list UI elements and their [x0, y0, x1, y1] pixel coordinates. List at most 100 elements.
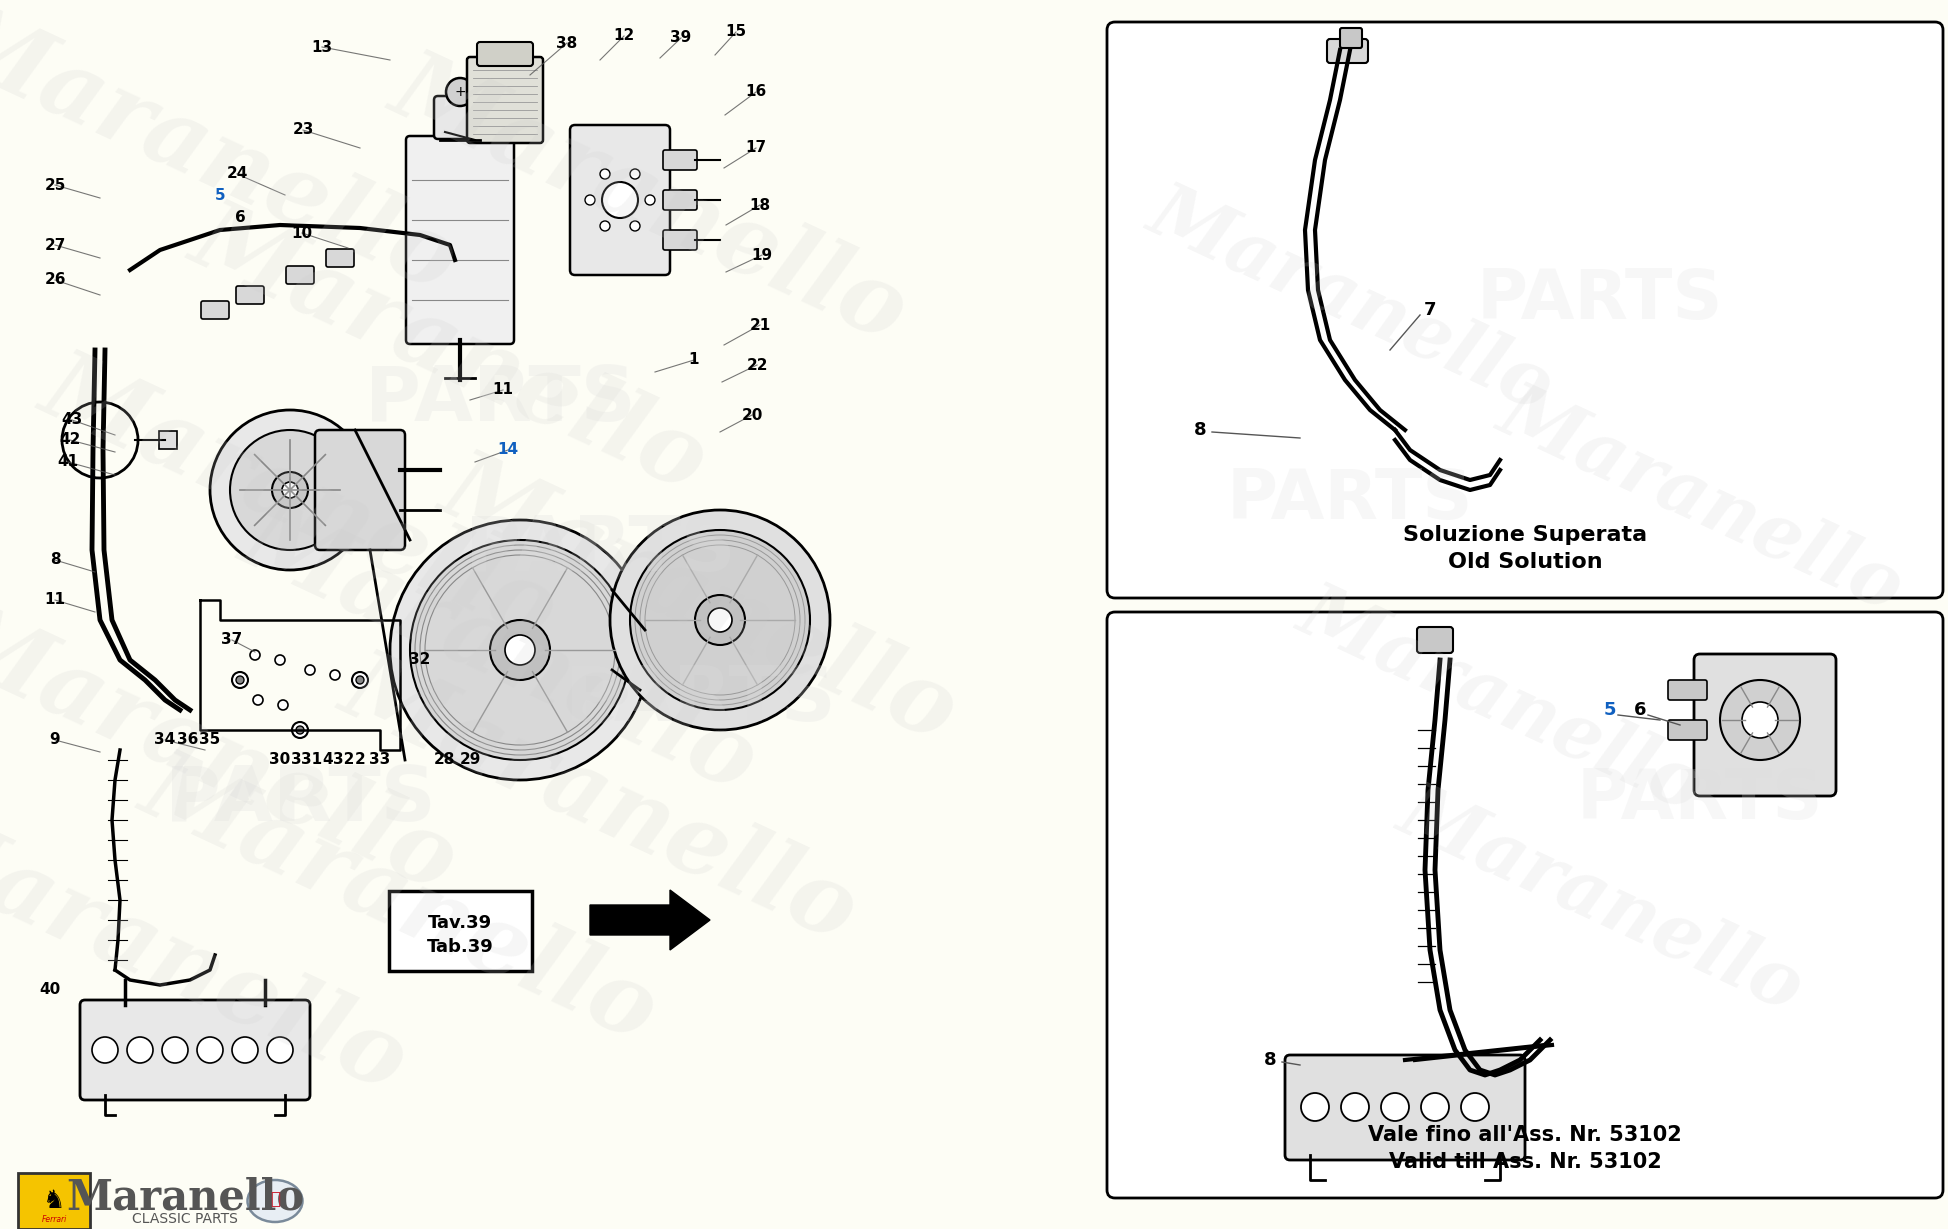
FancyBboxPatch shape [434, 96, 485, 139]
Circle shape [645, 195, 655, 205]
Circle shape [610, 510, 830, 730]
Text: 11: 11 [45, 592, 66, 607]
Circle shape [491, 619, 549, 680]
Text: Maranello: Maranello [0, 0, 471, 310]
Circle shape [249, 650, 259, 660]
Text: 7: 7 [1424, 301, 1436, 320]
Text: 21: 21 [750, 317, 771, 333]
Circle shape [236, 676, 244, 685]
Text: 13: 13 [312, 39, 333, 54]
Circle shape [210, 410, 370, 570]
Text: Maranello: Maranello [0, 790, 423, 1110]
FancyBboxPatch shape [1106, 22, 1942, 599]
Text: Maranello: Maranello [429, 440, 972, 761]
FancyBboxPatch shape [1667, 720, 1706, 740]
FancyBboxPatch shape [1695, 654, 1837, 796]
Text: 𝕸: 𝕸 [271, 1190, 281, 1208]
Text: 6: 6 [234, 210, 245, 225]
Text: 2: 2 [355, 752, 366, 767]
FancyBboxPatch shape [662, 190, 697, 210]
Circle shape [275, 655, 284, 665]
FancyBboxPatch shape [286, 265, 314, 284]
Text: 23: 23 [292, 123, 314, 138]
FancyBboxPatch shape [1667, 680, 1706, 701]
Text: CLASSIC PARTS: CLASSIC PARTS [132, 1212, 238, 1227]
Text: 30: 30 [269, 752, 290, 767]
Text: Tav.39: Tav.39 [429, 914, 493, 932]
Text: 12: 12 [614, 28, 635, 43]
Circle shape [1381, 1093, 1408, 1121]
Text: 15: 15 [725, 25, 746, 39]
FancyBboxPatch shape [80, 1000, 310, 1100]
Text: PARTS: PARTS [1576, 767, 1823, 833]
Circle shape [1420, 1093, 1449, 1121]
FancyBboxPatch shape [1416, 627, 1453, 653]
Text: 33: 33 [370, 752, 392, 767]
Text: 32: 32 [409, 653, 431, 667]
Text: Maranello: Maranello [1387, 774, 1814, 1026]
Circle shape [232, 672, 247, 688]
Text: 26: 26 [45, 273, 66, 288]
Text: ♞: ♞ [43, 1188, 64, 1213]
Circle shape [292, 721, 308, 737]
FancyBboxPatch shape [160, 431, 177, 449]
Circle shape [356, 676, 364, 685]
Circle shape [296, 726, 304, 734]
Text: PARTS: PARTS [364, 363, 635, 438]
Text: 41: 41 [56, 455, 78, 469]
Text: 36: 36 [177, 732, 199, 747]
Text: Maranello: Maranello [1136, 175, 1564, 426]
Text: 14: 14 [497, 442, 518, 457]
Circle shape [629, 170, 641, 179]
Text: 32: 32 [333, 752, 355, 767]
Text: 17: 17 [746, 140, 768, 156]
Text: 8: 8 [51, 553, 60, 568]
Text: Maranello: Maranello [1486, 374, 1913, 626]
Circle shape [162, 1037, 189, 1063]
Ellipse shape [247, 1180, 302, 1222]
Circle shape [1720, 680, 1800, 760]
Circle shape [267, 1037, 292, 1063]
Text: PARTS: PARTS [166, 763, 434, 837]
Text: Maranello: Maranello [1286, 574, 1714, 826]
Text: 38: 38 [557, 36, 579, 50]
FancyBboxPatch shape [662, 150, 697, 170]
FancyBboxPatch shape [405, 136, 514, 344]
Text: 8: 8 [1194, 422, 1206, 439]
Text: PARTS: PARTS [1477, 267, 1724, 333]
Circle shape [1301, 1093, 1329, 1121]
Text: 43: 43 [62, 413, 82, 428]
Text: Maranello: Maranello [129, 740, 672, 1061]
Text: 1: 1 [690, 353, 699, 367]
FancyBboxPatch shape [468, 57, 543, 143]
Circle shape [282, 482, 298, 498]
FancyBboxPatch shape [1106, 612, 1942, 1198]
Text: 10: 10 [292, 225, 312, 241]
Text: 40: 40 [39, 982, 60, 998]
Text: PARTS: PARTS [1227, 467, 1473, 533]
Text: Maranello: Maranello [27, 340, 573, 660]
FancyBboxPatch shape [571, 125, 670, 275]
Text: 31: 31 [302, 752, 323, 767]
Text: 5: 5 [1603, 701, 1617, 719]
Text: 20: 20 [742, 408, 764, 423]
Circle shape [584, 195, 594, 205]
Text: 16: 16 [746, 85, 768, 100]
Text: 42: 42 [58, 433, 80, 447]
Text: Ferrari: Ferrari [41, 1214, 66, 1224]
Text: 37: 37 [222, 633, 244, 648]
Text: +: + [454, 85, 466, 100]
FancyBboxPatch shape [1286, 1054, 1525, 1160]
Text: 28: 28 [432, 752, 454, 767]
Circle shape [600, 221, 610, 231]
FancyBboxPatch shape [316, 430, 405, 551]
FancyBboxPatch shape [325, 249, 355, 267]
Text: Maranello: Maranello [66, 1176, 304, 1218]
Circle shape [629, 221, 641, 231]
Text: 11: 11 [493, 382, 514, 397]
Text: Vale fino all'Ass. Nr. 53102: Vale fino all'Ass. Nr. 53102 [1367, 1125, 1681, 1145]
Text: 25: 25 [45, 177, 66, 193]
Text: Maranello: Maranello [228, 490, 771, 810]
FancyBboxPatch shape [390, 891, 532, 971]
Circle shape [306, 665, 316, 675]
